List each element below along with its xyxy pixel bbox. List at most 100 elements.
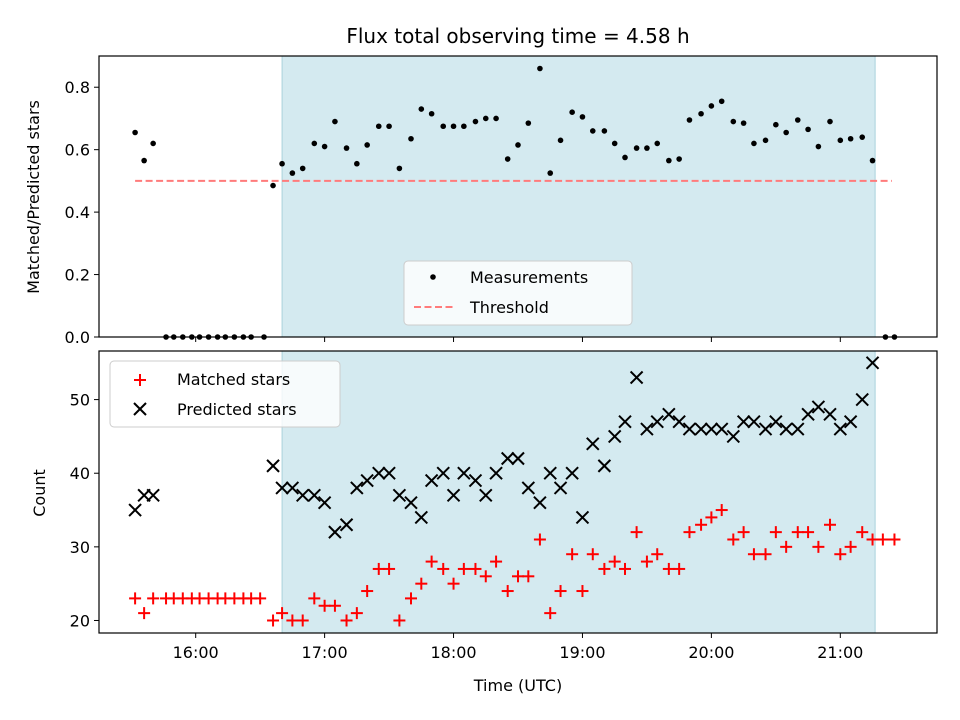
matched-star-marker [254, 592, 267, 605]
measurement-point [141, 157, 147, 164]
x-axis-label: Time (UTC) [473, 676, 562, 695]
predicted-marker-b [823, 407, 837, 422]
matched-star-marker [640, 555, 653, 568]
predicted-marker-b [146, 488, 160, 503]
predicted-star-marker [382, 466, 396, 480]
matched-star-marker [619, 562, 632, 575]
matched-star-marker [457, 562, 470, 575]
matched-star-marker [276, 607, 289, 620]
matched-star-marker [856, 526, 869, 539]
bottom-y-tick-label: 20 [70, 611, 90, 630]
predicted-marker-b [833, 422, 848, 436]
matched-star-marker [608, 555, 621, 568]
bottom-y-tick-label: 50 [70, 391, 90, 410]
predicted-marker-b [736, 414, 751, 429]
chart-title: Flux total observing time = 4.58 h [346, 24, 689, 48]
predicted-star-marker [446, 488, 461, 503]
predicted-marker-b [607, 429, 622, 444]
predicted-marker-b [597, 459, 612, 473]
top-legend-box [403, 260, 633, 326]
matched-star-marker [350, 607, 363, 620]
predicted-star-marker [511, 451, 525, 466]
predicted-star-marker [275, 481, 289, 495]
measurement-point [557, 137, 564, 144]
predicted-star-marker [811, 400, 826, 414]
measurement-point [408, 135, 414, 142]
predicted-star-marker [533, 495, 547, 510]
predicted-legend-marker [133, 402, 147, 416]
top-plot-frame [98, 55, 938, 338]
measurement-point [299, 165, 306, 172]
predicted-star-marker [865, 356, 880, 370]
predicted-star-marker [672, 414, 686, 429]
measurement-point [773, 121, 779, 128]
matched-legend-marker [134, 374, 146, 386]
measurement-point [847, 135, 854, 142]
measurement-point [482, 115, 489, 122]
predicted-star-marker [436, 466, 450, 480]
matched-star-marker [727, 533, 740, 546]
predicted-star-marker [855, 392, 869, 407]
predicted-marker-b [128, 503, 142, 517]
predicted-marker-b [694, 422, 708, 436]
predicted-star-marker [285, 481, 300, 495]
predicted-star-marker [307, 488, 322, 503]
matched-star-marker [393, 614, 406, 627]
matched-star-marker [802, 526, 815, 539]
measurement-points [132, 65, 898, 340]
measurement-point [805, 126, 811, 133]
measurement-point [364, 142, 370, 148]
matched-star-marker [138, 607, 151, 620]
legend-matched-stars: Matched stars [177, 370, 290, 389]
measurement-point [837, 137, 844, 144]
top-y-tick-label: 0.0 [65, 328, 90, 347]
predicted-marker-b [565, 466, 579, 480]
matched-star-marker [425, 555, 438, 568]
bottom-y-tick-label: 30 [70, 538, 90, 557]
measurement-point [730, 118, 737, 125]
predicted-star-marker [489, 466, 503, 480]
measurement-point [783, 129, 789, 136]
measurement-point [354, 160, 360, 167]
predicted-star-marker [650, 414, 664, 429]
measurement-point [332, 118, 338, 125]
predicted-marker-b [543, 466, 557, 480]
predicted-marker-b [275, 481, 289, 495]
measurement-point [815, 143, 822, 150]
predicted-star-marker [694, 422, 708, 436]
measurement-point [386, 123, 392, 130]
matched-star-marker [501, 585, 514, 598]
matched-star-marker [812, 540, 825, 553]
top-panel: 0.00.20.40.60.8 Matched/Predicted stars … [24, 55, 938, 347]
bottom-x-ticks: 16:00 17:00 18:00 19:00 20:00 21:00 [173, 633, 863, 662]
bottom-plot-frame [98, 350, 938, 634]
measurement-point [461, 123, 467, 130]
top-x-ticks [195, 337, 841, 342]
predicted-marker-b [843, 414, 858, 429]
predicted-marker-b [791, 422, 805, 436]
predicted-marker-b [629, 370, 644, 385]
top-y-ticks: 0.0 0.2 0.4 0.6 0.8 [65, 78, 99, 347]
measurement-point [472, 118, 479, 125]
predicted-star-marker [479, 488, 493, 503]
predicted-marker-b [865, 356, 880, 370]
matched-star-marker [267, 614, 280, 627]
predicted-star-marker [339, 518, 354, 532]
predicted-marker-b [714, 422, 729, 436]
x-tick-label: 17:00 [302, 643, 348, 662]
matched-star-marker [383, 562, 396, 575]
predicted-star-marker [736, 414, 751, 429]
matched-star-marker [866, 533, 879, 546]
legend-measurements: Measurements [470, 268, 588, 287]
measurement-point [321, 143, 328, 150]
measurement-point [859, 134, 866, 140]
predicted-star-marker [372, 466, 386, 480]
matched-star-markers [129, 504, 901, 627]
matched-star-marker [844, 540, 857, 553]
predicted-star-marker [726, 429, 741, 444]
matched-star-marker [286, 614, 299, 627]
predicted-marker-b [586, 437, 600, 451]
predicted-star-marker [791, 422, 805, 436]
measurement-point [343, 145, 350, 151]
measurements-legend-marker [430, 274, 436, 280]
